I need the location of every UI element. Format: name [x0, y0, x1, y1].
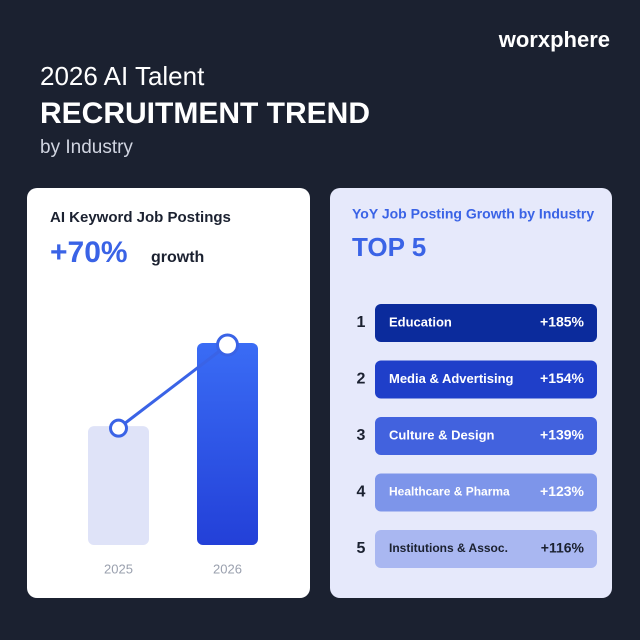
industry-label: Culture & Design [389, 427, 495, 442]
rank: 2 [357, 371, 366, 388]
rank-bar [375, 304, 597, 342]
value-label: +154% [540, 370, 585, 386]
chart-subtitle: TOP 5 [352, 232, 426, 262]
rank: 5 [357, 540, 366, 557]
chart-title: YoY Job Posting Growth by Industry [352, 206, 594, 222]
growth-value: +70% [50, 236, 128, 269]
value-label: +116% [541, 540, 585, 556]
rank-bar [375, 473, 597, 512]
title-line2: RECRUITMENT TREND [40, 97, 370, 130]
brand: worxphere [498, 27, 610, 52]
trend-point [109, 418, 128, 438]
trend-point [216, 333, 239, 357]
title-line1: 2026 AI Talent [40, 61, 205, 91]
bar [197, 343, 258, 545]
industry-label: Media & Advertising [389, 371, 514, 386]
subtitle: by Industry [40, 137, 133, 158]
value-label: +123% [540, 483, 585, 499]
industry-label: Institutions & Assoc. [389, 541, 508, 555]
growth-text: growth [151, 249, 204, 266]
value-label: +139% [540, 427, 585, 443]
trend-line [117, 343, 229, 430]
rank: 1 [357, 314, 366, 331]
rank-bar [375, 417, 597, 455]
rank-bar [375, 360, 597, 399]
rank: 4 [357, 484, 366, 501]
chart-title: AI Keyword Job Postings [50, 209, 231, 226]
bar [88, 426, 149, 545]
value-label: +185% [540, 314, 585, 330]
x-tick-label: 2025 [104, 561, 133, 576]
industry-label: Healthcare & Pharma [389, 485, 510, 499]
industry-label: Education [389, 314, 452, 329]
x-tick-label: 2026 [213, 561, 242, 576]
rank-bar [375, 530, 597, 568]
rank: 3 [357, 427, 366, 444]
